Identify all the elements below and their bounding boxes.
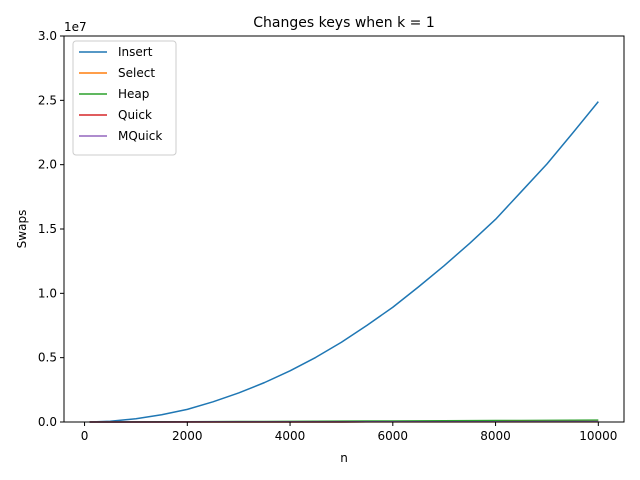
legend-label: Quick xyxy=(118,108,152,122)
x-tick-label: 0 xyxy=(81,429,89,443)
legend: Insert Select Heap Quick MQuick xyxy=(72,40,177,156)
legend-label: Heap xyxy=(118,87,149,101)
y-tick-label: 0.0 xyxy=(38,415,57,429)
legend-label: Insert xyxy=(118,45,153,59)
y-tick-label: 2.5 xyxy=(38,93,57,107)
series-line-insert xyxy=(89,101,599,423)
y-tick-label: 0.5 xyxy=(38,351,57,365)
legend-box xyxy=(72,40,177,156)
y-axis-offset-label: 1e7 xyxy=(64,20,87,34)
y-axis: 0.0 0.5 1.0 1.5 2.0 2.5 3.0 xyxy=(38,29,64,429)
x-axis: 0 2000 4000 6000 8000 10000 xyxy=(81,422,617,443)
y-axis-label: Swaps xyxy=(15,210,29,249)
x-tick-label: 10000 xyxy=(579,429,617,443)
x-tick-label: 6000 xyxy=(378,429,409,443)
y-tick-label: 1.5 xyxy=(38,222,57,236)
y-tick-label: 1.0 xyxy=(38,286,57,300)
legend-label: MQuick xyxy=(118,129,162,143)
x-axis-label: n xyxy=(340,451,348,465)
x-tick-label: 4000 xyxy=(275,429,306,443)
x-tick-label: 8000 xyxy=(480,429,511,443)
y-tick-label: 2.0 xyxy=(38,158,57,172)
chart-title: Changes keys when k = 1 xyxy=(253,15,435,31)
x-tick-label: 2000 xyxy=(172,429,203,443)
legend-label: Select xyxy=(118,66,155,80)
y-tick-label: 3.0 xyxy=(38,29,57,43)
